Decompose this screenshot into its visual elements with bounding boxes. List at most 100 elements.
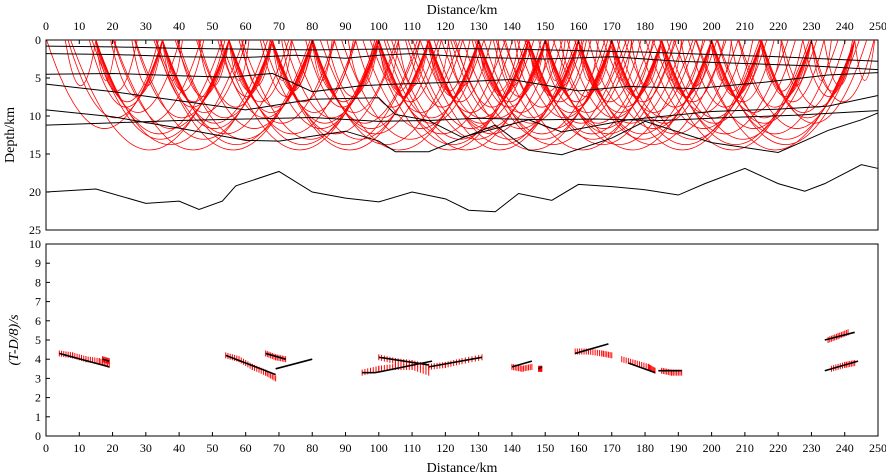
bottom-x-tick-label: 250	[869, 441, 886, 455]
top-plot-frame	[45, 39, 879, 231]
ray-path	[95, 39, 181, 113]
layer-interface-line	[45, 109, 879, 156]
ray-path	[645, 39, 762, 129]
ray-path	[113, 39, 273, 151]
bottom-x-tick-label: 20	[107, 441, 119, 455]
ray-path	[471, 39, 546, 108]
ray-path	[711, 39, 860, 145]
calculated-line	[428, 356, 483, 368]
layer-interface-line	[45, 53, 879, 71]
ray-path	[64, 39, 97, 87]
ray-path	[198, 39, 273, 108]
ray-path	[95, 39, 117, 81]
ray-path	[369, 39, 529, 151]
ray-path	[376, 39, 430, 97]
ray-path	[311, 39, 376, 103]
top-x-tick-label: 170	[603, 19, 621, 33]
ray-path	[811, 39, 832, 81]
top-x-tick-label: 40	[173, 19, 185, 33]
ray-path	[478, 39, 563, 113]
ray-path	[362, 39, 480, 129]
bottom-x-ticks: 0 10 20 30 40 50 60 70 80 90 100 110 120 130 140 150 160…	[43, 432, 886, 455]
bottom-x-tick-label: 60	[240, 441, 252, 455]
top-x-tick-label: 210	[736, 19, 754, 33]
layer-interface-line	[45, 164, 879, 213]
ray-path	[566, 39, 663, 119]
bottom-x-tick-label: 120	[436, 441, 454, 455]
bottom-x-tick-label: 50	[206, 441, 218, 455]
top-x-tick-label: 250	[869, 19, 886, 33]
top-x-ticks: 0 10 20 30 40 50 60 70 80 90 100 110 120 130 140 150 160…	[43, 19, 886, 44]
ray-path	[695, 39, 856, 151]
calculated-series	[59, 331, 859, 376]
ray-path	[70, 39, 230, 151]
bottom-x-tick-label: 80	[306, 441, 318, 455]
ray-path	[112, 39, 230, 129]
top-x-tick-label: 10	[73, 19, 85, 33]
ray-path	[611, 39, 718, 124]
top-x-tick-label: 220	[769, 19, 787, 33]
bottom-y-axis-title: (T-D/8)/s	[7, 314, 22, 366]
calculated-line	[265, 352, 286, 360]
top-y-tick-label: 5	[35, 71, 41, 85]
bottom-y-tick-label: 10	[29, 237, 41, 251]
bottom-panel: 0 10 20 30 40 50 60 70 80 90 100 110 120 130 140 150 160…	[7, 237, 886, 476]
calculated-line	[574, 343, 609, 355]
bottom-y-tick-label: 6	[35, 314, 41, 328]
ray-path	[311, 39, 397, 113]
ray-path	[737, 39, 812, 108]
ray-path	[661, 39, 810, 145]
ray-path	[759, 39, 812, 97]
bottom-x-tick-label: 140	[503, 441, 521, 455]
ray-path	[611, 39, 760, 145]
bottom-x-tick-label: 150	[536, 441, 554, 455]
top-x-tick-label: 180	[636, 19, 654, 33]
top-x-tick-label: 160	[569, 19, 587, 33]
ray-path	[228, 39, 335, 124]
top-y-tick-label: 25	[29, 223, 41, 237]
ray-path	[162, 39, 226, 103]
ray-path	[238, 39, 313, 108]
ray-paths	[46, 39, 876, 151]
bottom-y-tick-label: 8	[35, 275, 41, 289]
top-x-tick-label: 240	[836, 19, 854, 33]
ray-path	[217, 39, 313, 119]
bottom-plot-frame	[45, 243, 879, 437]
bottom-y-tick-label: 2	[35, 391, 41, 405]
ray-path	[452, 39, 613, 151]
ray-path	[428, 39, 535, 124]
top-x-axis-title: Distance/km	[427, 3, 498, 18]
ray-path	[450, 39, 546, 119]
bottom-y-tick-label: 7	[35, 295, 41, 309]
calculated-line	[378, 356, 429, 366]
ray-path	[319, 39, 480, 151]
calculated-line	[538, 366, 543, 370]
ray-path	[156, 39, 273, 129]
ray-path	[333, 39, 430, 119]
ray-path	[544, 39, 566, 81]
ray-path	[220, 39, 380, 151]
ray-path	[478, 39, 627, 145]
ray-path	[95, 39, 245, 145]
ray-path	[378, 39, 464, 113]
bottom-y-ticks: 0 1 2 3 4 5 6 7 8 9 10	[29, 237, 50, 443]
bottom-x-tick-label: 40	[173, 441, 185, 455]
bottom-x-tick-label: 70	[273, 441, 285, 455]
bottom-x-tick-label: 90	[340, 441, 352, 455]
top-x-tick-label: 70	[273, 19, 285, 33]
ray-path	[162, 39, 269, 124]
calculated-line	[511, 360, 533, 368]
ray-path	[311, 39, 333, 81]
ray-path	[326, 39, 380, 97]
ray-path	[611, 39, 697, 113]
ray-path	[854, 39, 876, 81]
top-x-tick-label: 0	[43, 19, 49, 33]
calculated-line	[375, 360, 433, 374]
top-x-tick-label: 50	[206, 19, 218, 33]
top-x-tick-label: 120	[436, 19, 454, 33]
ray-path	[378, 39, 527, 145]
calculated-line	[824, 360, 859, 372]
top-x-tick-label: 30	[140, 19, 152, 33]
calculated-line	[59, 352, 110, 368]
bottom-x-tick-label: 130	[470, 441, 488, 455]
